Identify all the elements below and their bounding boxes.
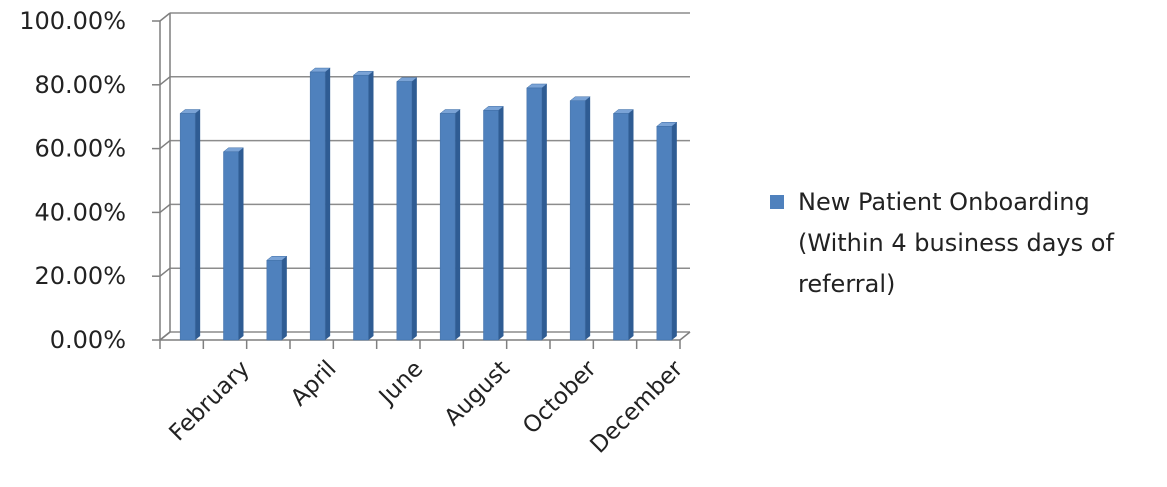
- bar-front: [439, 113, 456, 341]
- legend: New Patient Onboarding (Within 4 business…: [770, 188, 1114, 298]
- y-tick-label: 60.00%: [34, 135, 126, 163]
- bar-side: [411, 77, 417, 341]
- bar-side: [541, 83, 547, 341]
- bar-front: [613, 113, 629, 341]
- legend-label: referral): [798, 270, 895, 298]
- bar-side: [238, 147, 244, 340]
- bar-front: [353, 74, 369, 341]
- bar-front: [526, 87, 543, 341]
- bar-side: [455, 109, 461, 340]
- bar: [222, 147, 245, 341]
- x-tick-label: August: [440, 356, 515, 431]
- bar: [179, 109, 201, 341]
- bar: [569, 96, 591, 341]
- bar-front: [483, 110, 499, 341]
- bar-front: [656, 126, 673, 341]
- gridline-connector: [159, 267, 171, 277]
- bar-front: [179, 113, 196, 341]
- y-tick-label: 80.00%: [34, 71, 126, 99]
- bar-side: [281, 256, 287, 340]
- bar: [612, 109, 635, 341]
- bar-side: [325, 68, 331, 340]
- y-tick-label: 40.00%: [34, 198, 126, 226]
- gridline-connector: [159, 203, 171, 213]
- bar-front: [309, 71, 326, 341]
- bar: [656, 122, 678, 341]
- bar-side: [368, 71, 374, 340]
- bar-side: [195, 109, 201, 340]
- bar-front: [223, 151, 239, 341]
- bar-side: [498, 106, 504, 340]
- legend-swatch: [770, 195, 784, 209]
- floor-right-edge: [679, 331, 691, 341]
- bar-front: [266, 260, 283, 341]
- bar: [482, 106, 505, 341]
- bar: [526, 83, 548, 341]
- y-tick-label: 0.00%: [50, 326, 126, 354]
- bars: [179, 67, 678, 341]
- x-tick-label: December: [586, 355, 689, 458]
- bar-front: [396, 81, 413, 341]
- axes: [152, 13, 691, 349]
- bar-side: [585, 96, 591, 340]
- gridline-connector: [159, 12, 171, 22]
- y-tick-labels: 0.00% 20.00% 40.00% 60.00% 80.00% 100.00%: [19, 7, 126, 354]
- x-tick-label: February: [164, 356, 254, 446]
- bar: [309, 67, 331, 341]
- legend-label: (Within 4 business days of: [798, 229, 1114, 257]
- gridline-connector: [159, 76, 171, 86]
- x-tick-label: April: [286, 356, 342, 412]
- bar: [352, 70, 375, 341]
- bar-side: [628, 109, 634, 340]
- bar-side: [671, 122, 677, 341]
- legend-label: New Patient Onboarding: [798, 188, 1090, 216]
- x-tick-label: October: [518, 355, 602, 439]
- y-tick-label: 100.00%: [19, 7, 126, 35]
- floor-left-edge: [159, 331, 171, 341]
- bar: [266, 256, 288, 341]
- gridline-connector: [159, 140, 171, 150]
- x-tick-label: June: [373, 356, 428, 411]
- bar: [396, 77, 418, 341]
- bar-front: [569, 100, 586, 341]
- y-tick-label: 20.00%: [34, 262, 126, 290]
- gridlines: [159, 12, 690, 341]
- bar: [439, 109, 461, 341]
